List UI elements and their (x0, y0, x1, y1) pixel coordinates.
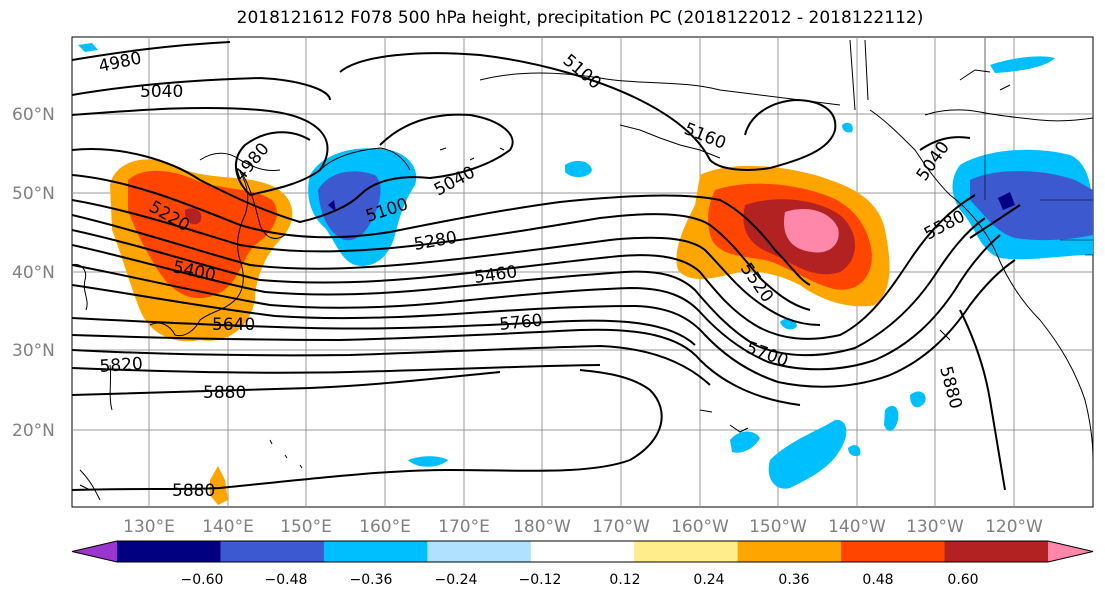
colorbar-tick-labels: −0.60 −0.48 −0.36 −0.24 −0.12 0.12 0.24 … (181, 572, 979, 588)
country-borders (984, 38, 1093, 256)
contour-label: 5760 (498, 311, 543, 335)
lon-label: 170°W (592, 517, 650, 537)
contour-label: 5040 (140, 82, 183, 102)
lon-labels: 130°E 140°E 150°E 160°E 170°E 180°W 170°… (123, 517, 1043, 537)
lat-label: 40°N (12, 263, 55, 283)
contour-label: 5880 (172, 481, 215, 501)
colorbar-outline (71, 540, 1094, 563)
lon-label: 160°E (359, 517, 411, 537)
colorbar-tick-label: −0.36 (350, 572, 393, 588)
precip-anomaly-north-pacific (676, 165, 890, 307)
colorbar-tick-label: 0.12 (609, 572, 640, 588)
lon-label: 140°W (828, 517, 886, 537)
precip-anomaly-south-japan (210, 466, 228, 505)
lon-label: 120°W (985, 517, 1043, 537)
colorbar-swatch (944, 541, 1049, 562)
colorbar-swatch (1048, 541, 1093, 562)
colorbar-tick-label: −0.48 (265, 572, 308, 588)
lat-labels: 60°N 50°N 40°N 30°N 20°N (12, 105, 55, 441)
colorbar-swatch (427, 541, 532, 562)
contour-label: 5820 (99, 354, 144, 377)
coastlines (72, 39, 1093, 501)
contour-label: 5640 (212, 315, 255, 335)
colorbar-swatch (737, 541, 842, 562)
lon-label: 150°E (280, 517, 332, 537)
colorbar-tick-label: −0.60 (181, 572, 224, 588)
lat-label: 50°N (12, 184, 55, 204)
lat-label: 30°N (12, 341, 55, 361)
colorbar-tick-label: 0.48 (862, 572, 893, 588)
lon-label: 140°E (202, 517, 254, 537)
colorbar-swatch (841, 541, 946, 562)
lon-label: 170°E (438, 517, 490, 537)
colorbar-tick-label: 0.24 (693, 572, 724, 588)
lon-label: 160°W (671, 517, 729, 537)
colorbar-tick-label: 0.60 (947, 572, 978, 588)
lon-label: 150°W (749, 517, 807, 537)
colorbar-tick-label: −0.24 (435, 572, 478, 588)
colorbar-swatch (634, 541, 739, 562)
colorbar-tick-label: 0.36 (778, 572, 809, 588)
colorbar-swatch (323, 541, 428, 562)
contour-label: 5880 (203, 383, 246, 403)
colorbar (71, 540, 1094, 563)
lon-label: 130°W (906, 517, 964, 537)
lon-label: 130°E (123, 517, 175, 537)
lat-label: 20°N (12, 421, 55, 441)
colorbar-swatch (530, 541, 635, 562)
lat-label: 60°N (12, 105, 55, 125)
height-contours (72, 41, 1021, 491)
precip-anomaly-negative (78, 43, 1093, 489)
colorbar-swatch (117, 541, 221, 562)
colorbar-swatch (72, 541, 117, 562)
colorbar-swatch (220, 541, 325, 562)
lon-label: 180°W (513, 517, 571, 537)
colorbar-tick-label: −0.12 (519, 572, 562, 588)
map-title: 2018121612 F078 500 hPa height, precipit… (236, 8, 924, 28)
